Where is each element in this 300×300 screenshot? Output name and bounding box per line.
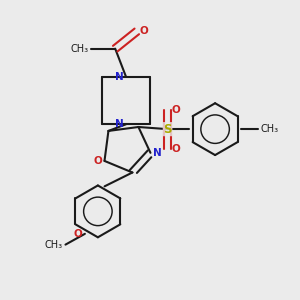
Text: CH₃: CH₃ bbox=[261, 124, 279, 134]
Text: O: O bbox=[171, 144, 180, 154]
Text: N: N bbox=[153, 148, 162, 158]
Text: N: N bbox=[115, 72, 124, 82]
Text: N: N bbox=[115, 119, 124, 129]
Text: CH₃: CH₃ bbox=[45, 240, 63, 250]
Text: O: O bbox=[171, 105, 180, 115]
Text: O: O bbox=[139, 26, 148, 36]
Text: S: S bbox=[163, 123, 172, 136]
Text: CH₃: CH₃ bbox=[71, 44, 89, 54]
Text: O: O bbox=[74, 229, 82, 239]
Text: O: O bbox=[93, 156, 102, 166]
